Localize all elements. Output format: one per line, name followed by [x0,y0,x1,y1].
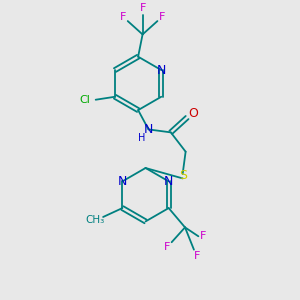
Text: F: F [120,12,127,22]
Text: CH₃: CH₃ [85,215,105,225]
Text: N: N [118,175,127,188]
Text: N: N [144,123,153,136]
Text: Cl: Cl [80,95,91,105]
Text: N: N [157,64,166,76]
Text: S: S [179,169,187,182]
Text: F: F [140,3,146,13]
Text: F: F [200,231,206,241]
Text: N: N [164,175,173,188]
Text: H: H [138,133,146,143]
Text: O: O [188,106,198,120]
Text: F: F [164,242,170,252]
Text: F: F [194,250,200,261]
Text: F: F [159,12,165,22]
